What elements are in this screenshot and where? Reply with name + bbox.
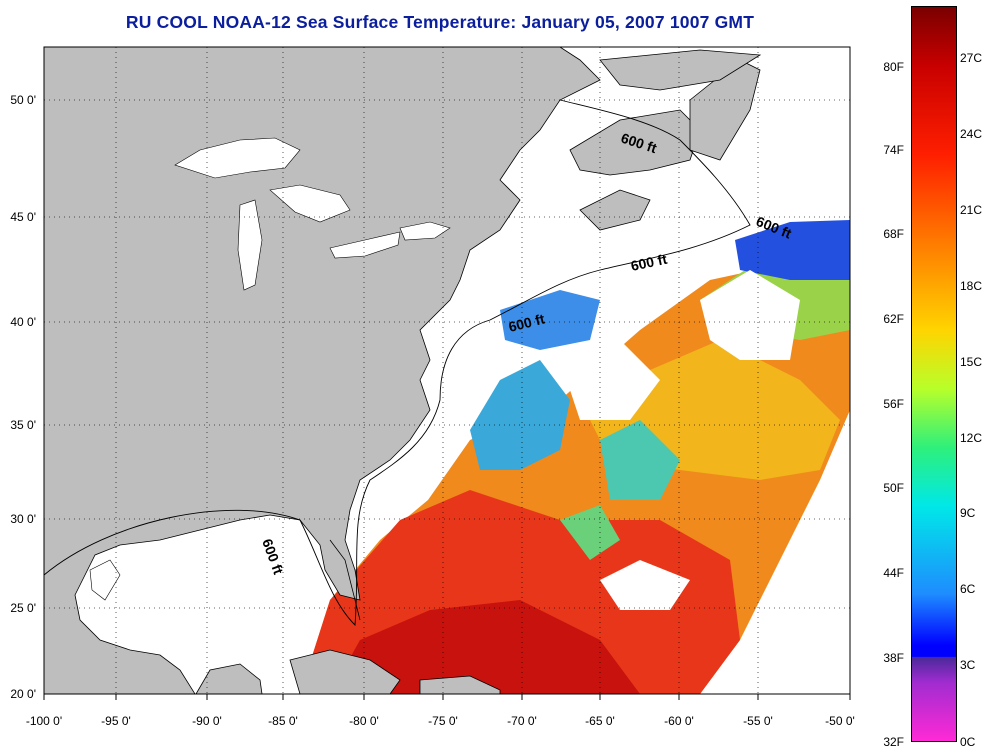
colorbar-f-label: 62F (883, 312, 904, 326)
lon-label: -60 0' (664, 714, 694, 728)
lat-label: 20 0' (10, 687, 36, 701)
lon-label: -75 0' (428, 714, 458, 728)
lon-label: -70 0' (507, 714, 537, 728)
lon-label: -85 0' (268, 714, 298, 728)
colorbar-c-label: 15C (960, 355, 983, 369)
lat-label: 50 0' (10, 93, 36, 107)
lat-label: 35 0' (10, 418, 36, 432)
isobath-line (44, 99, 751, 627)
colorbar-f-label: 68F (883, 227, 904, 241)
colorbar-c-label: 9C (960, 506, 976, 520)
colorbar-f-label: 44F (883, 566, 904, 580)
lon-label: -65 0' (585, 714, 615, 728)
lon-label: -55 0' (743, 714, 773, 728)
land-mass (44, 47, 762, 694)
colorbar-c-label: 18C (960, 279, 983, 293)
coastline (329, 539, 361, 621)
colorbar-f-label: 32F (883, 735, 904, 749)
sst-swath (300, 220, 850, 694)
colorbar-f-label: 50F (883, 481, 904, 495)
colorbar-c-label: 24C (960, 127, 983, 141)
lat-label: 45 0' (10, 210, 36, 224)
sst-map: 600 ft 600 ft 600 ft 600 ft 600 ft (43, 46, 851, 700)
lat-label: 30 0' (10, 512, 36, 526)
colorbar-c-label: 0C (960, 735, 976, 749)
colorbar-f-label: 38F (883, 651, 904, 665)
lon-label: -50 0' (825, 714, 855, 728)
colorbar-c-label: 21C (960, 203, 983, 217)
isobath-label: 600 ft (629, 251, 668, 274)
colorbar-c-label: 6C (960, 582, 976, 596)
lat-label: 40 0' (10, 315, 36, 329)
map-title: RU COOL NOAA-12 Sea Surface Temperature:… (125, 12, 755, 32)
great-lakes (89, 137, 451, 601)
lon-label: -95 0' (101, 714, 131, 728)
lon-label: -90 0' (192, 714, 222, 728)
lon-label: -100 0' (25, 714, 63, 728)
colorbar-f-label: 80F (883, 60, 904, 74)
colorbar-c-label: 27C (960, 51, 983, 65)
temperature-colorbar (911, 6, 957, 742)
lon-label: -80 0' (349, 714, 379, 728)
colorbar-f-label: 56F (883, 397, 904, 411)
colorbar-f-label: 74F (883, 143, 904, 157)
colorbar-c-label: 12C (960, 431, 983, 445)
map-frame (43, 46, 851, 695)
lat-label: 25 0' (10, 601, 36, 615)
colorbar-c-label: 3C (960, 658, 976, 672)
tick-marks (43, 694, 851, 700)
